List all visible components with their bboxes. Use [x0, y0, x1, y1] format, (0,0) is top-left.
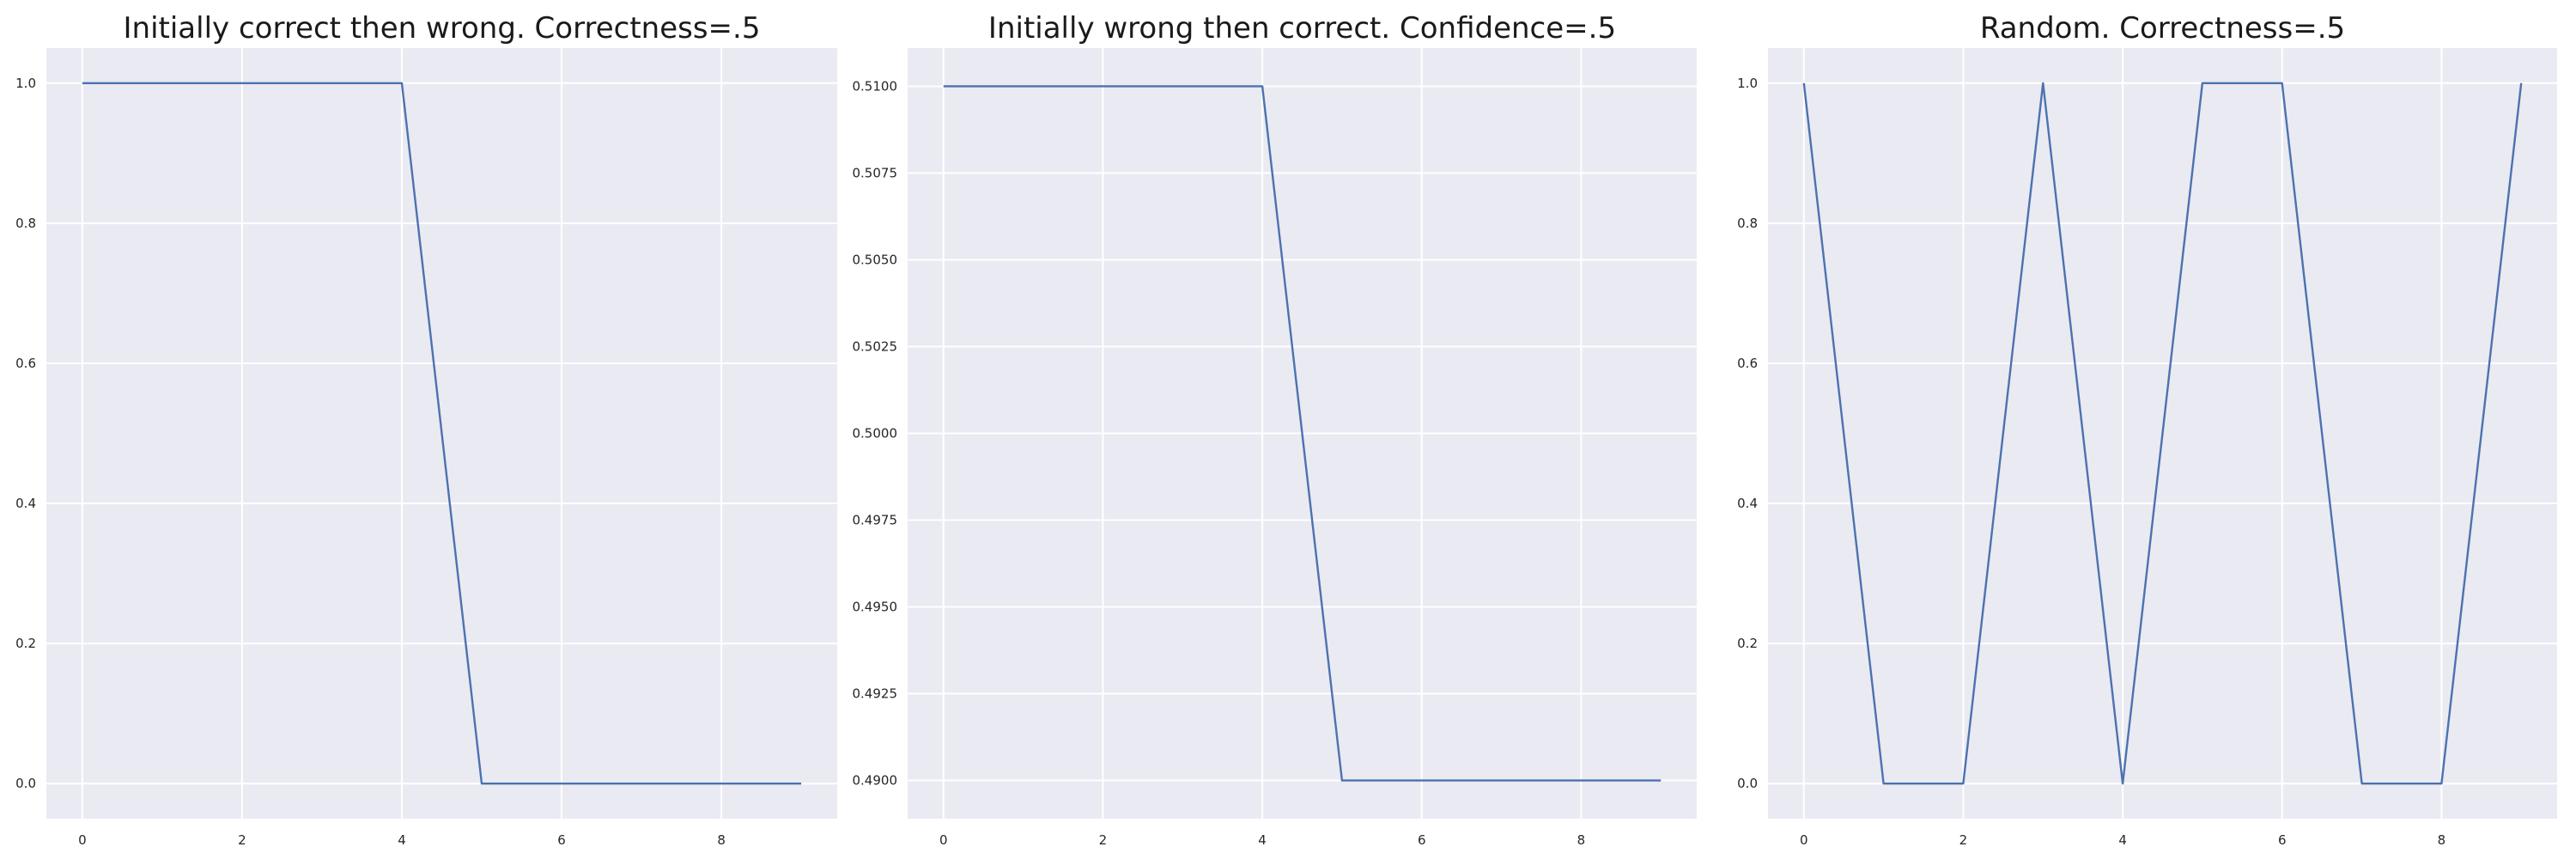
x-tick-label: 0 — [78, 832, 87, 848]
x-tick-label: 4 — [398, 832, 406, 848]
x-tick-label: 2 — [238, 832, 246, 848]
subplot-1: 0 2 4 6 8 0.0 0.2 0.4 0.6 0.8 1.0 Initially correct… — [15, 11, 837, 848]
y-tick-label: 0.4950 — [853, 600, 898, 615]
series-line — [82, 82, 802, 785]
y-tick-label: 0.5000 — [853, 426, 898, 442]
y-tick-label: 0.4900 — [853, 773, 898, 789]
subplot-2: 0 2 4 6 8 0.4900 0.4925 0.4950 0.4975 0.5000 0.502… — [853, 11, 1697, 848]
y-tick-label: 0.8 — [1737, 216, 1758, 231]
subplot-3: 0 2 4 6 8 0.0 0.2 0.4 0.6 0.8 1.0 Random. Correctne… — [1737, 11, 2557, 848]
x-tick-label: 8 — [1577, 832, 1586, 848]
y-tick-label: 0.0 — [15, 776, 36, 791]
y-tick-label: 0.5050 — [853, 252, 898, 267]
x-tick-label: 2 — [1099, 832, 1108, 848]
y-tick-label: 0.0 — [1737, 776, 1758, 791]
series-line — [943, 85, 1662, 782]
y-tick-label: 0.4 — [15, 496, 36, 511]
y-tick-label: 0.2 — [1737, 636, 1758, 651]
x-tick-label: 8 — [2438, 832, 2446, 848]
x-tick-label: 6 — [2278, 832, 2287, 848]
y-tick-label: 0.4 — [1737, 496, 1758, 511]
y-tick-label: 1.0 — [15, 76, 36, 91]
subplot-2-title: Initially wrong then correct. Confidence… — [988, 11, 1616, 46]
x-tick-label: 4 — [1258, 832, 1267, 848]
x-tick-label: 2 — [1959, 832, 1968, 848]
y-tick-label: 0.5075 — [853, 165, 898, 180]
series-line — [1802, 82, 2523, 785]
y-tick-label: 0.4975 — [853, 513, 898, 528]
y-tick-label: 0.6 — [15, 356, 36, 371]
subplot-3-title: Random. Correctness=.5 — [1980, 11, 2345, 46]
x-tick-label: 6 — [557, 832, 566, 848]
y-tick-label: 1.0 — [1737, 76, 1758, 91]
y-tick-label: 0.4925 — [853, 686, 898, 702]
x-tick-label: 6 — [1418, 832, 1426, 848]
x-tick-label: 4 — [2118, 832, 2127, 848]
x-tick-label: 0 — [939, 832, 948, 848]
y-tick-label: 0.6 — [1737, 356, 1758, 371]
x-tick-label: 0 — [1800, 832, 1808, 848]
y-tick-label: 0.5100 — [853, 78, 898, 94]
y-tick-label: 0.8 — [15, 216, 36, 231]
y-tick-label: 0.5025 — [853, 338, 898, 354]
y-tick-label: 0.2 — [15, 636, 36, 651]
subplot-1-title: Initially correct then wrong. Correctnes… — [124, 11, 761, 46]
x-tick-label: 8 — [717, 832, 726, 848]
